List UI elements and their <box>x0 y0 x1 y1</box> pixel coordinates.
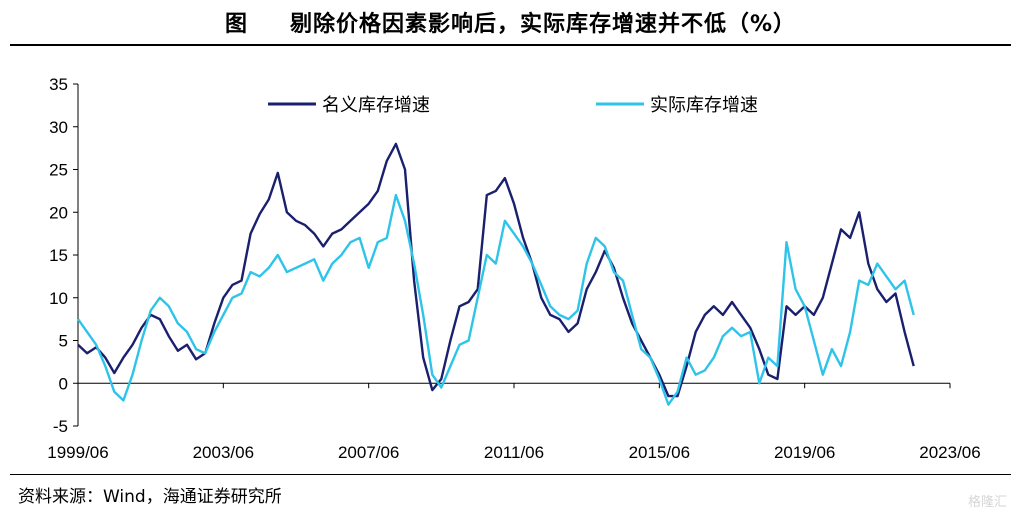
figure-label: 图 <box>224 12 248 37</box>
y-tick-label: 0 <box>59 374 68 393</box>
source-note: 资料来源：Wind，海通证券研究所 <box>18 487 282 507</box>
footer-divider <box>10 474 1011 475</box>
y-tick-label: 20 <box>49 203 68 222</box>
y-tick-label: 25 <box>49 161 68 180</box>
chart-title: 剔除价格因素影响后，实际库存增速并不低（%） <box>289 12 797 37</box>
x-tick-label: 2011/06 <box>484 443 544 462</box>
y-tick-label: -5 <box>53 417 68 436</box>
x-tick-label: 2019/06 <box>774 443 835 462</box>
y-tick-label: 35 <box>49 75 68 94</box>
y-tick-label: 10 <box>49 289 68 308</box>
x-tick-label: 1999/06 <box>47 443 108 462</box>
series-line-real <box>77 193 915 406</box>
x-tick-label: 2003/06 <box>193 443 254 462</box>
x-tick-label: 2007/06 <box>338 443 399 462</box>
watermark: 格隆汇 <box>967 495 1007 510</box>
series-line-nominal <box>77 142 915 398</box>
chart-title-bar: 图 剔除价格因素影响后，实际库存增速并不低（%） <box>10 0 1011 44</box>
title-divider <box>10 44 1011 46</box>
x-tick-label: 2015/06 <box>629 443 690 462</box>
y-tick-label: 5 <box>59 332 68 351</box>
y-tick-label: 15 <box>49 246 68 265</box>
x-tick-label: 2023/06 <box>919 443 980 462</box>
y-tick-label: 30 <box>49 118 68 137</box>
legend-label-real: 实际库存增速 <box>650 95 758 116</box>
legend-label-nominal: 名义库存增速 <box>322 95 430 116</box>
